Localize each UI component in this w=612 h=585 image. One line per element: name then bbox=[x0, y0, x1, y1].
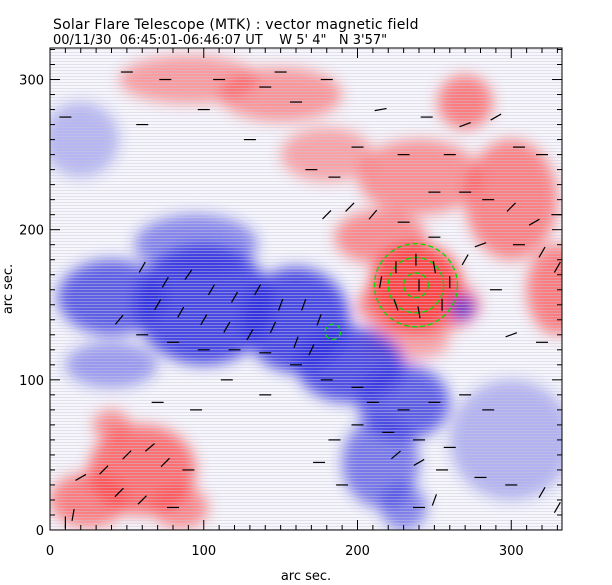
y-axis-label: arc sec. bbox=[1, 264, 16, 314]
field-vector bbox=[378, 276, 383, 289]
field-vector bbox=[184, 269, 193, 280]
field-vector bbox=[322, 210, 332, 220]
field-vector bbox=[553, 261, 561, 273]
field-vector bbox=[417, 306, 421, 319]
x-tick-label: 300 bbox=[499, 544, 524, 559]
field-contour bbox=[402, 272, 429, 299]
field-vector bbox=[374, 107, 387, 112]
field-contour bbox=[373, 243, 459, 328]
field-vector bbox=[528, 218, 540, 226]
chart-title: Solar Flare Telescope (MTK) : vector mag… bbox=[53, 17, 419, 33]
field-vector bbox=[114, 487, 124, 498]
field-vector bbox=[138, 261, 146, 273]
y-tick-label: 0 bbox=[36, 524, 44, 539]
observation-date: 00/11/30 bbox=[53, 33, 112, 48]
field-vector bbox=[122, 450, 132, 460]
field-vector bbox=[393, 298, 399, 311]
y-tick-label: 200 bbox=[19, 224, 44, 239]
field-vector bbox=[200, 314, 208, 326]
observation-time-range: 06:45:01-06:46:07 UT bbox=[119, 33, 263, 48]
field-vector bbox=[161, 276, 169, 288]
x-axis-label: arc sec. bbox=[281, 569, 331, 584]
field-vector bbox=[177, 306, 185, 318]
field-vector bbox=[538, 486, 546, 498]
field-vector bbox=[301, 298, 307, 311]
field-vector bbox=[160, 457, 170, 468]
noise-texture bbox=[50, 48, 562, 530]
latitude: N 3'57" bbox=[338, 33, 388, 48]
field-vector bbox=[561, 323, 562, 325]
field-vector bbox=[459, 121, 471, 128]
field-vector bbox=[114, 314, 124, 325]
field-vector bbox=[506, 202, 516, 212]
field-vector bbox=[505, 332, 518, 338]
field-vector bbox=[308, 344, 315, 356]
longitude: W 5' 4" bbox=[279, 33, 327, 48]
field-vector bbox=[223, 321, 231, 333]
field-vector bbox=[278, 298, 284, 311]
field-vector bbox=[269, 321, 277, 333]
field-vector bbox=[137, 495, 147, 505]
x-tick-label: 200 bbox=[345, 544, 370, 559]
field-vector bbox=[368, 209, 378, 220]
field-vector bbox=[553, 501, 561, 513]
x-tick-label: 100 bbox=[191, 544, 216, 559]
field-vector bbox=[144, 443, 155, 452]
field-vector bbox=[345, 202, 355, 212]
x-tick-label: 0 bbox=[46, 544, 54, 559]
plot-frame bbox=[49, 47, 563, 531]
chart-subtitle: 00/11/30 06:45:01-06:46:07 UT W 5' 4" N … bbox=[53, 34, 387, 47]
field-vector bbox=[431, 494, 438, 506]
field-vector bbox=[246, 329, 254, 341]
field-vector bbox=[254, 284, 262, 296]
y-tick-label: 300 bbox=[19, 74, 44, 89]
field-vector bbox=[75, 473, 87, 481]
field-vector bbox=[538, 246, 546, 258]
field-vector bbox=[474, 242, 487, 248]
field-vector bbox=[71, 508, 75, 521]
field-vector bbox=[413, 458, 425, 466]
field-vector bbox=[207, 284, 215, 296]
y-tick-label: 100 bbox=[19, 374, 44, 389]
field-vector bbox=[390, 450, 401, 460]
field-vector bbox=[230, 291, 239, 303]
field-vector bbox=[316, 313, 322, 326]
field-vector bbox=[154, 299, 162, 311]
field-contour bbox=[324, 323, 342, 341]
field-vector bbox=[293, 336, 299, 349]
field-vector bbox=[490, 113, 502, 121]
field-vector bbox=[432, 261, 437, 274]
field-vector bbox=[461, 254, 469, 266]
field-vector bbox=[99, 465, 109, 475]
